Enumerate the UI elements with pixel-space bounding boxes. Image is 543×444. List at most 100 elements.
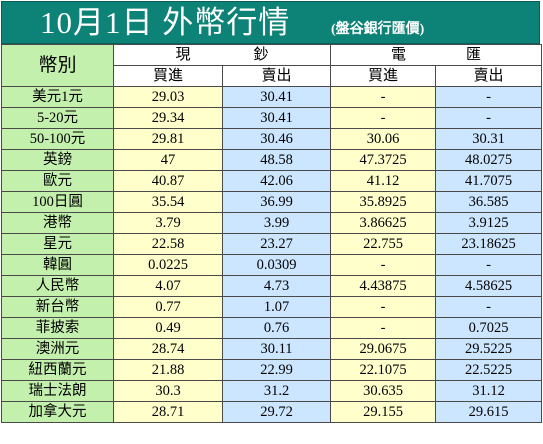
cash-buy-cell: 30.3 — [113, 380, 223, 402]
currency-cell: 新台幣 — [1, 296, 114, 318]
transfer-sell-cell: 29.5225 — [435, 338, 542, 360]
cash-sell-cell: 30.41 — [222, 107, 331, 129]
transfer-buy-cell: 29.0675 — [330, 338, 436, 360]
currency-column-header: 幣別 — [1, 44, 114, 87]
table-row: 美元1元 29.03 30.41 - - — [1, 86, 542, 108]
cash-buy-cell: 4.07 — [113, 275, 223, 297]
transfer-buy-cell: 35.8925 — [330, 191, 436, 213]
transfer-group-char-2: 匯 — [465, 46, 481, 63]
transfer-sell-cell: 41.7075 — [435, 170, 542, 192]
table-row: 加拿大元 28.71 29.72 29.155 29.615 — [1, 401, 542, 423]
transfer-buy-cell: 29.155 — [330, 401, 436, 423]
table-row: 菲披索 0.49 0.76 - 0.7025 — [1, 317, 542, 339]
cash-sell-cell: 30.46 — [222, 128, 331, 150]
exchange-rate-table: 幣別 現 鈔 電 匯 買進 賣出 買進 賣出 — [1, 44, 542, 423]
transfer-buy-cell: 30.635 — [330, 380, 436, 402]
currency-cell: 港幣 — [1, 212, 114, 234]
table-row: 澳洲元 28.74 30.11 29.0675 29.5225 — [1, 338, 542, 360]
transfer-buy-cell: 22.755 — [330, 233, 436, 255]
table-row: 新台幣 0.77 1.07 - - — [1, 296, 542, 318]
transfer-sell-cell: 3.9125 — [435, 212, 542, 234]
transfer-sell-cell: 29.615 — [435, 401, 542, 423]
cash-group-char-2: 鈔 — [253, 46, 269, 63]
currency-cell: 50-100元 — [1, 128, 114, 150]
table-row: 人民幣 4.07 4.73 4.43875 4.58625 — [1, 275, 542, 297]
cash-buy-header: 買進 — [113, 65, 223, 87]
cash-buy-cell: 40.87 — [113, 170, 223, 192]
currency-cell: 美元1元 — [1, 86, 114, 108]
cash-group-header: 現 鈔 — [113, 44, 331, 66]
transfer-sell-cell: 22.5225 — [435, 359, 542, 381]
page-title: 10月1日 外幣行情 — [40, 5, 291, 40]
table-row: 5-20元 29.34 30.41 - - — [1, 107, 542, 129]
transfer-buy-cell: - — [330, 107, 436, 129]
currency-cell: 瑞士法朗 — [1, 380, 114, 402]
cash-sell-cell: 31.2 — [222, 380, 331, 402]
cash-buy-cell: 3.79 — [113, 212, 223, 234]
cash-sell-cell: 22.99 — [222, 359, 331, 381]
currency-cell: 100日圓 — [1, 191, 114, 213]
transfer-sell-cell: - — [435, 254, 542, 276]
cash-buy-cell: 0.77 — [113, 296, 223, 318]
currency-cell: 韓圓 — [1, 254, 114, 276]
title-bar: 10月1日 外幣行情 (盤谷銀行匯價) — [1, 1, 540, 44]
cash-buy-cell: 29.34 — [113, 107, 223, 129]
cash-sell-cell: 23.27 — [222, 233, 331, 255]
transfer-sell-cell: 4.58625 — [435, 275, 542, 297]
transfer-sell-cell: - — [435, 86, 542, 108]
cash-sell-cell: 30.11 — [222, 338, 331, 360]
transfer-buy-cell: - — [330, 296, 436, 318]
currency-cell: 菲披索 — [1, 317, 114, 339]
table-row: 英鎊 47 48.58 47.3725 48.0275 — [1, 149, 542, 171]
currency-cell: 5-20元 — [1, 107, 114, 129]
transfer-buy-cell: 47.3725 — [330, 149, 436, 171]
table-row: 50-100元 29.81 30.46 30.06 30.31 — [1, 128, 542, 150]
transfer-sell-header: 賣出 — [435, 65, 542, 87]
transfer-sell-cell: 48.0275 — [435, 149, 542, 171]
cash-sell-cell: 3.99 — [222, 212, 331, 234]
table-row: 瑞士法朗 30.3 31.2 30.635 31.12 — [1, 380, 542, 402]
currency-cell: 星元 — [1, 233, 114, 255]
cash-sell-cell: 0.0309 — [222, 254, 331, 276]
cash-sell-cell: 48.58 — [222, 149, 331, 171]
transfer-sell-cell: 23.18625 — [435, 233, 542, 255]
cash-sell-cell: 42.06 — [222, 170, 331, 192]
transfer-sell-cell: - — [435, 296, 542, 318]
transfer-group-char-1: 電 — [390, 46, 406, 63]
table-row: 港幣 3.79 3.99 3.86625 3.9125 — [1, 212, 542, 234]
cash-buy-cell: 28.74 — [113, 338, 223, 360]
table-row: 星元 22.58 23.27 22.755 23.18625 — [1, 233, 542, 255]
table-row: 紐西蘭元 21.88 22.99 22.1075 22.5225 — [1, 359, 542, 381]
cash-sell-cell: 4.73 — [222, 275, 331, 297]
table-row: 歐元 40.87 42.06 41.12 41.7075 — [1, 170, 542, 192]
currency-cell: 英鎊 — [1, 149, 114, 171]
transfer-buy-cell: - — [330, 254, 436, 276]
transfer-buy-cell: - — [330, 86, 436, 108]
transfer-buy-cell: 41.12 — [330, 170, 436, 192]
transfer-buy-cell: 4.43875 — [330, 275, 436, 297]
cash-buy-cell: 0.49 — [113, 317, 223, 339]
currency-cell: 歐元 — [1, 170, 114, 192]
currency-cell: 澳洲元 — [1, 338, 114, 360]
transfer-buy-header: 買進 — [330, 65, 436, 87]
cash-buy-cell: 28.71 — [113, 401, 223, 423]
table-row: 韓圓 0.0225 0.0309 - - — [1, 254, 542, 276]
currency-cell: 紐西蘭元 — [1, 359, 114, 381]
cash-buy-cell: 47 — [113, 149, 223, 171]
rate-rows: 美元1元 29.03 30.41 - - 5-20元 29.34 30.41 -… — [1, 86, 542, 423]
cash-sell-cell: 1.07 — [222, 296, 331, 318]
transfer-sell-cell: - — [435, 107, 542, 129]
transfer-sell-cell: 31.12 — [435, 380, 542, 402]
transfer-sell-cell: 0.7025 — [435, 317, 542, 339]
transfer-buy-cell: - — [330, 317, 436, 339]
cash-buy-cell: 35.54 — [113, 191, 223, 213]
cash-sell-cell: 0.76 — [222, 317, 331, 339]
table-row: 100日圓 35.54 36.99 35.8925 36.585 — [1, 191, 542, 213]
transfer-sell-cell: 30.31 — [435, 128, 542, 150]
transfer-group-header: 電 匯 — [330, 44, 542, 66]
currency-cell: 加拿大元 — [1, 401, 114, 423]
cash-sell-cell: 36.99 — [222, 191, 331, 213]
cash-buy-cell: 29.03 — [113, 86, 223, 108]
currency-cell: 人民幣 — [1, 275, 114, 297]
